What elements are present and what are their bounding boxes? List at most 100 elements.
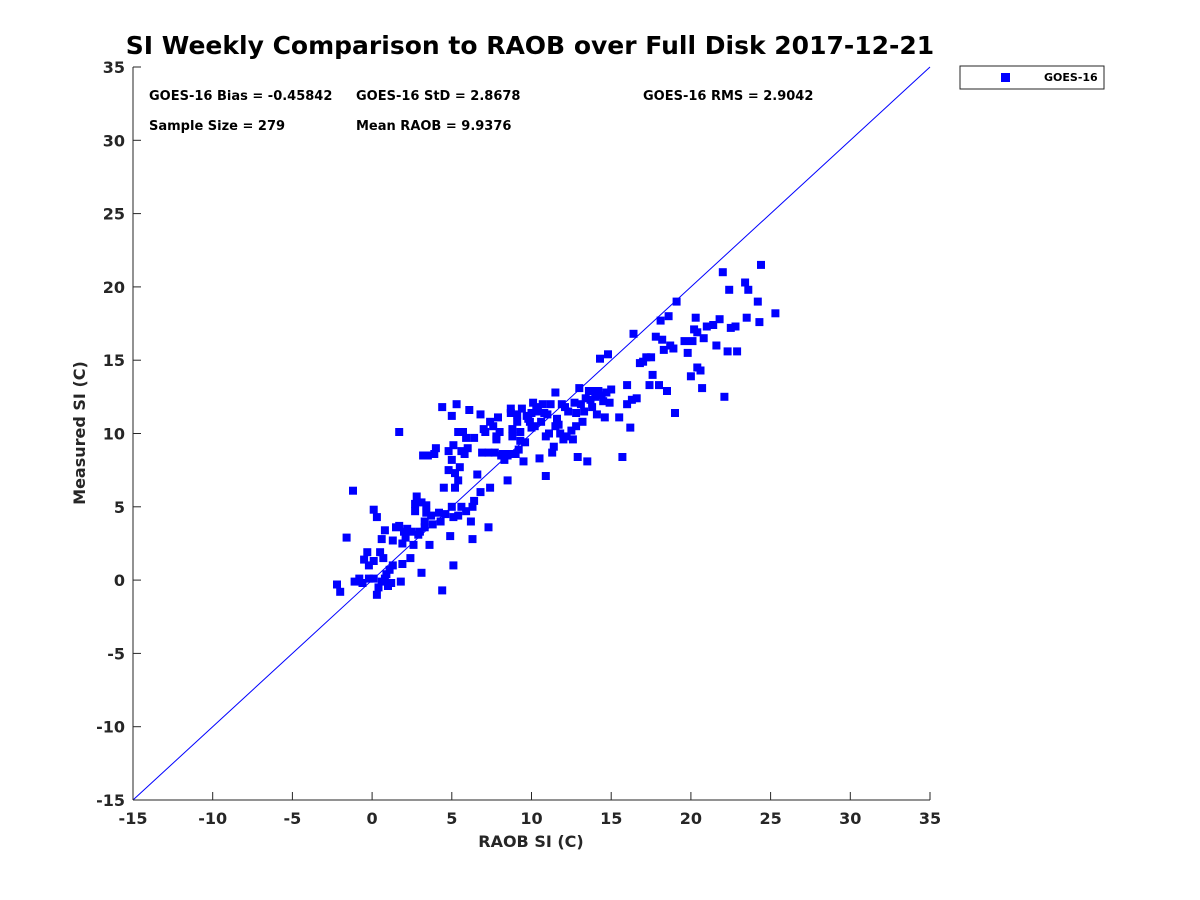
data-point-45 [415,527,424,536]
data-point-5 [355,574,364,583]
data-point-102 [486,483,495,492]
x-tick-label-6: 15 [600,809,622,828]
data-point-111 [498,450,507,458]
data-point-193 [632,394,641,403]
data-point-62 [438,586,447,595]
y-axis-ticks: -15 -10 -5 0 5 10 15 20 25 30 35 [96,58,141,810]
data-point-26 [387,579,396,587]
chart-title: SI Weekly Comparison to RAOB over Full D… [126,31,934,60]
data-point-84 [460,450,469,458]
data-point-203 [658,335,667,344]
data-point-187 [618,453,627,461]
data-point-224 [718,268,727,277]
data-point-222 [712,341,721,350]
y-tick-label-7: 20 [103,278,125,297]
data-point-73 [449,513,458,522]
data-point-13 [369,574,378,583]
data-point-20 [379,554,388,563]
data-point-101 [484,523,493,532]
data-point-146 [546,400,555,409]
data-point-210 [672,297,681,306]
y-tick-label-5: 10 [103,425,125,444]
data-point-169 [581,394,590,403]
data-point-75 [451,483,459,492]
x-tick-label-8: 25 [759,809,781,828]
data-point-179 [597,391,606,400]
y-tick-label-10: 35 [103,58,125,77]
data-point-93 [470,433,479,442]
data-point-189 [623,381,632,390]
data-point-66 [444,466,453,475]
data-point-9 [364,561,373,570]
x-tick-label-3: 0 [367,809,378,828]
data-point-138 [535,454,544,463]
data-point-160 [568,435,577,444]
data-point-4 [350,577,359,586]
data-point-92 [470,496,479,505]
data-point-14 [372,513,381,522]
data-point-96 [476,488,485,497]
data-point-196 [642,353,651,362]
data-point-83 [459,428,467,436]
data-point-124 [516,428,525,436]
data-point-214 [688,337,697,346]
data-point-220 [699,334,708,343]
data-point-112 [500,455,509,464]
data-point-90 [468,535,477,544]
data-point-232 [742,313,751,322]
data-point-184 [605,398,614,407]
plot-area: -15 -10 -5 0 5 10 15 20 25 30 35 -15 -10 -5 0 5 10 15 20 2… [96,58,941,828]
std-annotation: GOES-16 StD = 2.8678 [356,89,520,104]
data-point-61 [438,403,447,412]
data-point-145 [545,429,553,438]
one-to-one-reference-line [132,66,931,801]
data-point-91 [468,502,477,511]
data-point-180 [599,397,608,406]
data-point-11 [369,505,378,514]
data-point-121 [513,410,522,419]
x-tick-label-9: 30 [839,809,861,828]
data-point-48 [419,451,428,460]
y-tick-label-3: 0 [114,571,125,590]
data-point-117 [506,404,515,413]
y-tick-label-2: -5 [107,644,125,663]
legend-entry-goes-16: GOES-16 [1044,71,1098,84]
data-point-204 [659,345,668,354]
data-point-147 [548,448,557,457]
data-point-199 [648,370,657,379]
rms-annotation: GOES-16 RMS = 2.9042 [643,89,813,104]
data-point-137 [533,407,542,416]
data-point-89 [466,517,475,526]
data-point-216 [691,313,700,322]
data-point-41 [411,507,420,516]
data-point-172 [586,395,595,404]
data-point-132 [527,409,536,417]
data-point-65 [444,447,453,456]
data-point-234 [753,297,762,306]
data-point-228 [726,323,735,332]
x-axis-ticks: -15 -10 -5 0 5 10 15 20 25 30 35 [119,792,941,828]
data-point-135 [530,422,539,431]
data-point-211 [680,337,689,346]
mean-raob-annotation: Mean RAOB = 9.9376 [356,119,511,134]
data-point-225 [720,392,729,401]
data-point-77 [454,476,463,485]
data-point-190 [626,423,635,432]
data-point-85 [462,433,471,442]
data-point-22 [380,526,389,535]
data-point-34 [398,560,407,568]
data-point-185 [607,385,616,394]
data-points [333,260,780,599]
data-point-71 [449,441,458,450]
data-point-30 [395,521,404,530]
data-point-159 [567,426,576,435]
data-point-229 [731,322,740,331]
data-point-182 [602,388,611,397]
data-point-158 [564,407,573,416]
data-point-171 [584,387,593,395]
data-point-86 [462,507,471,516]
data-point-149 [551,388,560,397]
data-point-8 [363,548,372,557]
data-point-32 [396,577,405,586]
data-point-233 [744,285,753,294]
